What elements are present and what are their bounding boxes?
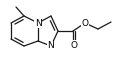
Text: N: N bbox=[48, 42, 54, 50]
Text: N: N bbox=[35, 18, 41, 28]
Text: O: O bbox=[71, 41, 77, 50]
Text: O: O bbox=[82, 18, 88, 28]
